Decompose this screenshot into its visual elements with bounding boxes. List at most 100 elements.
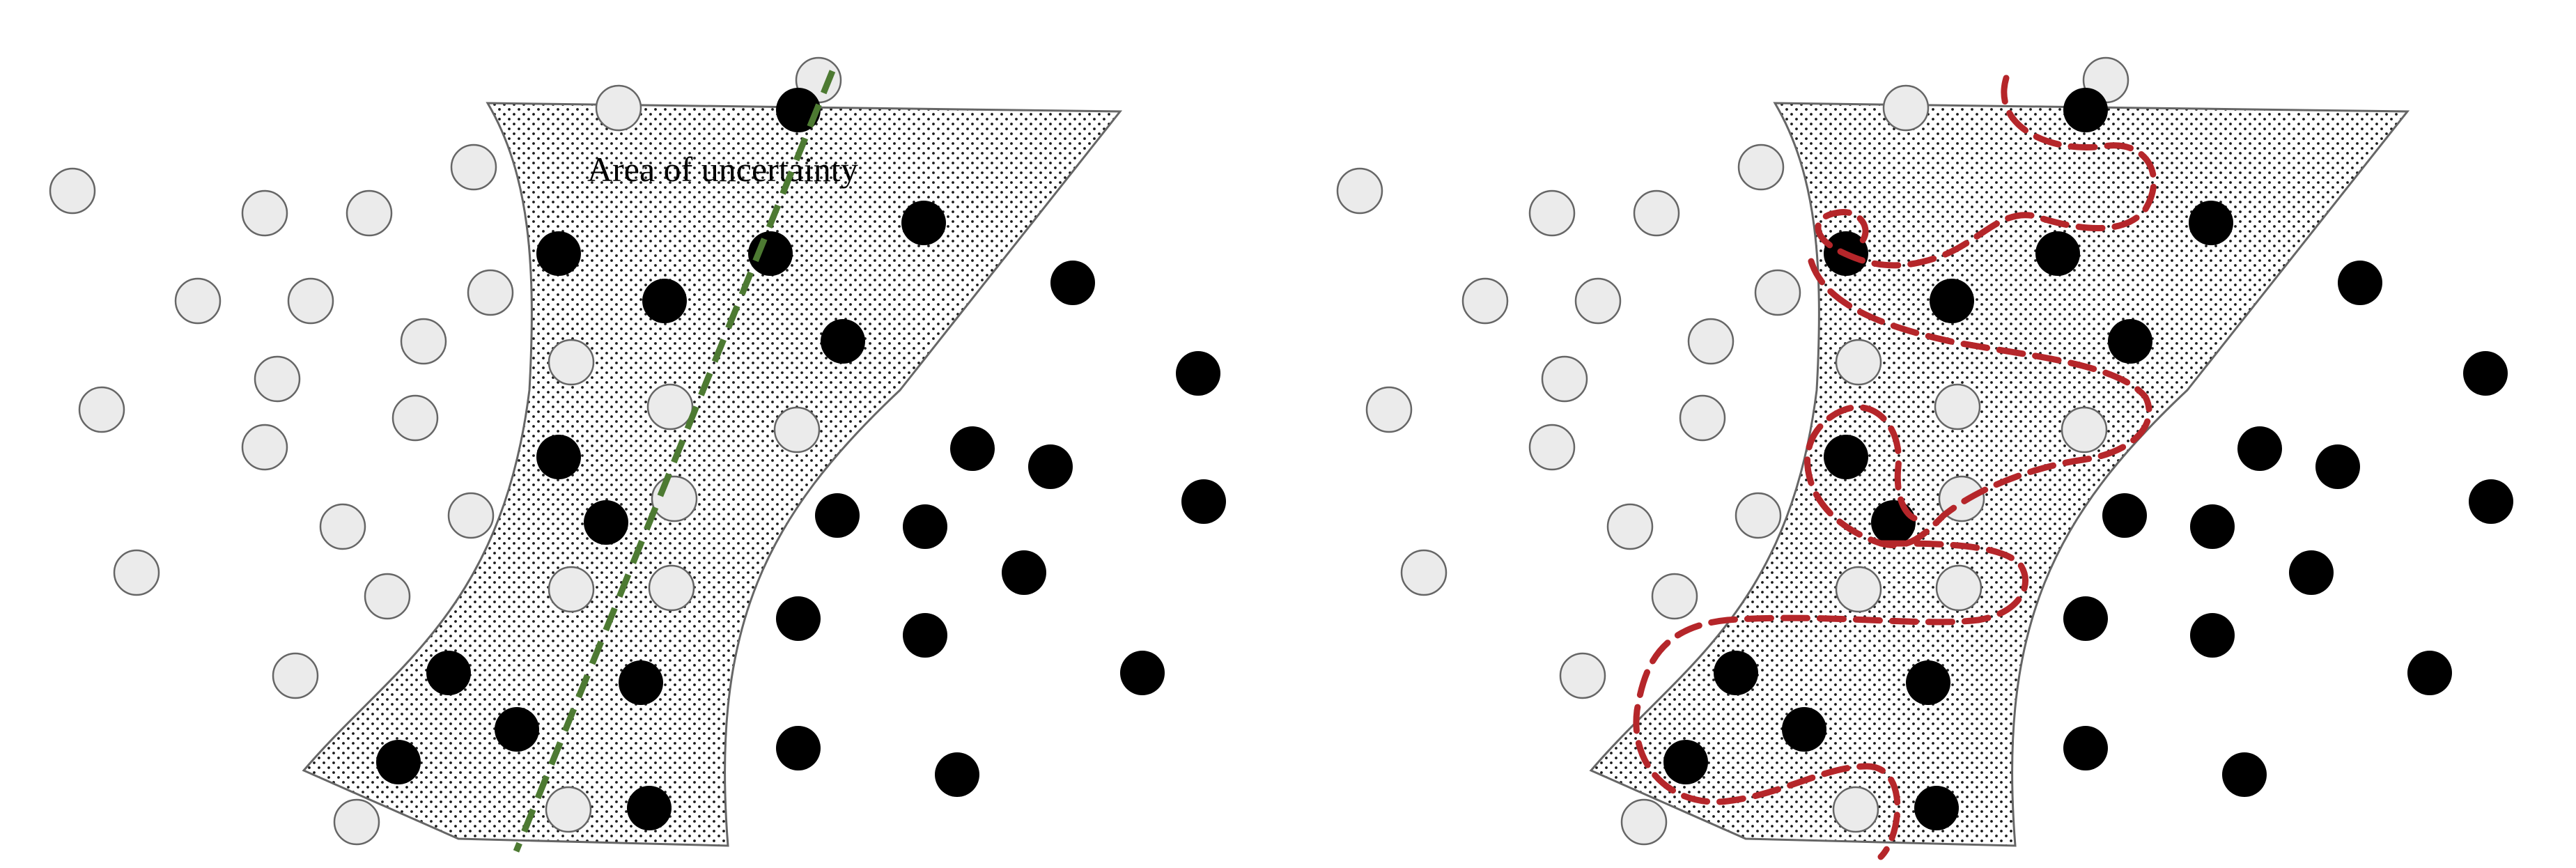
white-point (333, 798, 380, 846)
white-point (447, 492, 495, 539)
white-point (450, 144, 497, 191)
white-point (1574, 277, 1622, 325)
black-point (2469, 479, 2513, 524)
white-point (467, 269, 514, 316)
black-point (1663, 740, 1708, 784)
black-point (2407, 651, 2452, 695)
black-point (2035, 231, 2080, 276)
white-point (646, 383, 694, 431)
black-point (2108, 319, 2152, 364)
white-point (773, 406, 821, 454)
black-point (776, 596, 821, 641)
black-point (536, 435, 581, 479)
white-point (1882, 84, 1930, 132)
white-point (548, 339, 595, 386)
white-point (1651, 573, 1698, 620)
white-point (1606, 503, 1654, 550)
white-point (1934, 383, 1981, 431)
white-point (1620, 798, 1668, 846)
white-point (1559, 652, 1606, 699)
white-point (241, 424, 288, 471)
black-point (2463, 351, 2508, 396)
boundary-curve-top (1815, 75, 2157, 269)
black-point (426, 651, 471, 695)
black-point (1028, 444, 1073, 489)
white-point (364, 573, 411, 620)
black-point (935, 752, 979, 797)
white-point (1528, 424, 1576, 471)
linear-boundary-panel: Area of uncertainty (49, 56, 1226, 853)
black-point (1176, 351, 1220, 396)
black-point (2190, 504, 2235, 549)
white-point (1528, 189, 1576, 237)
black-point (1181, 479, 1226, 524)
uncertainty-region (302, 102, 1123, 847)
black-point (815, 493, 860, 538)
complex-boundary-panel (1336, 56, 2513, 860)
linear-decision-boundary (513, 70, 836, 853)
black-point (1914, 786, 1959, 830)
white-point (1754, 269, 1801, 316)
black-point (2289, 550, 2334, 595)
white-point (49, 167, 96, 215)
black-point (950, 426, 995, 471)
white-point (400, 318, 447, 365)
black-point (1906, 660, 1950, 705)
black-point (536, 231, 581, 276)
white-point (1400, 549, 1448, 596)
black-point (1120, 651, 1165, 695)
black-point (2315, 444, 2360, 489)
white-class-points (1336, 56, 2129, 846)
white-point (1832, 786, 1879, 833)
black-point (821, 319, 865, 364)
black-point (584, 500, 628, 545)
black-point (1782, 707, 1826, 752)
white-point (1336, 167, 1383, 215)
black-point (776, 726, 821, 770)
black-point (642, 279, 687, 323)
complex-decision-boundary (1633, 75, 2157, 860)
area-of-uncertainty-label: Area of uncertainty (587, 150, 858, 189)
black-point (495, 707, 539, 752)
white-point (272, 652, 319, 699)
black-point (2222, 752, 2267, 797)
white-point (1679, 394, 1726, 442)
white-point (1541, 355, 1588, 403)
black-point (1824, 435, 1868, 479)
black-class-points (1663, 88, 2513, 830)
black-point (1871, 500, 1916, 545)
white-point (113, 549, 160, 596)
white-point (648, 564, 695, 612)
white-point (391, 394, 439, 442)
black-point (2063, 596, 2108, 641)
white-point (1835, 566, 1882, 613)
white-point (1687, 318, 1735, 365)
white-point (1461, 277, 1509, 325)
black-point (2063, 726, 2108, 770)
white-class-points (49, 56, 842, 846)
white-point (595, 84, 642, 132)
black-point (903, 504, 947, 549)
boundary-curve-bottom (1633, 540, 2028, 860)
black-point (627, 786, 672, 830)
black-point (2237, 426, 2282, 471)
black-point (376, 740, 421, 784)
white-point (1365, 386, 1413, 433)
white-point (2061, 406, 2108, 454)
black-point (2190, 613, 2235, 658)
black-point (2102, 493, 2147, 538)
black-point (1930, 279, 1974, 323)
black-point (2063, 88, 2108, 132)
black-point (1714, 651, 1758, 695)
white-point (287, 277, 334, 325)
white-point (174, 277, 222, 325)
white-point (78, 386, 125, 433)
boundary-curve-mid (1804, 258, 2152, 549)
white-point (241, 189, 288, 237)
white-point (1835, 339, 1882, 386)
black-point (1002, 550, 1046, 595)
black-class-points (376, 88, 1226, 830)
black-point (1050, 261, 1095, 305)
black-point (901, 201, 946, 245)
